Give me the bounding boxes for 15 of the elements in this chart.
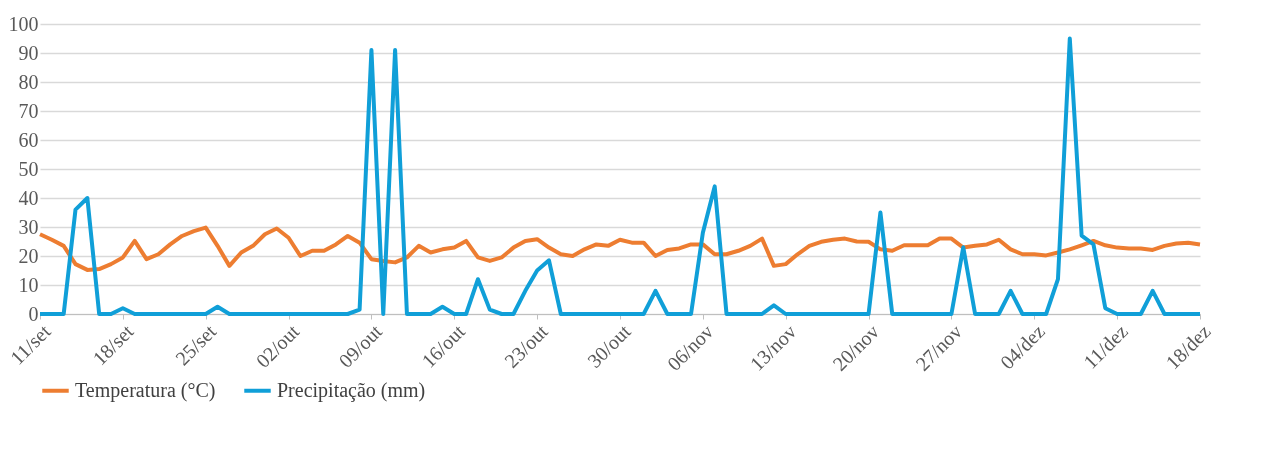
y-tick-label: 50	[18, 157, 39, 180]
y-tick-label: 30	[18, 215, 39, 238]
y-tick-label: 0	[28, 302, 39, 325]
line-series	[38, 225, 1202, 272]
line-series	[38, 36, 1202, 316]
y-tick-label: 40	[18, 186, 39, 209]
y-tick-label: 80	[18, 70, 39, 93]
y-tick-label: 100	[8, 12, 39, 35]
y-tick-label: 90	[18, 41, 39, 64]
y-tick-label: 20	[18, 244, 39, 267]
y-tick-label: 70	[18, 99, 39, 122]
y-tick-label: 10	[18, 273, 39, 296]
y-tick-label: 60	[18, 128, 39, 151]
legend-label: Precipitação (mm)	[277, 378, 426, 402]
legend-label: Temperatura (°C)	[75, 378, 216, 402]
